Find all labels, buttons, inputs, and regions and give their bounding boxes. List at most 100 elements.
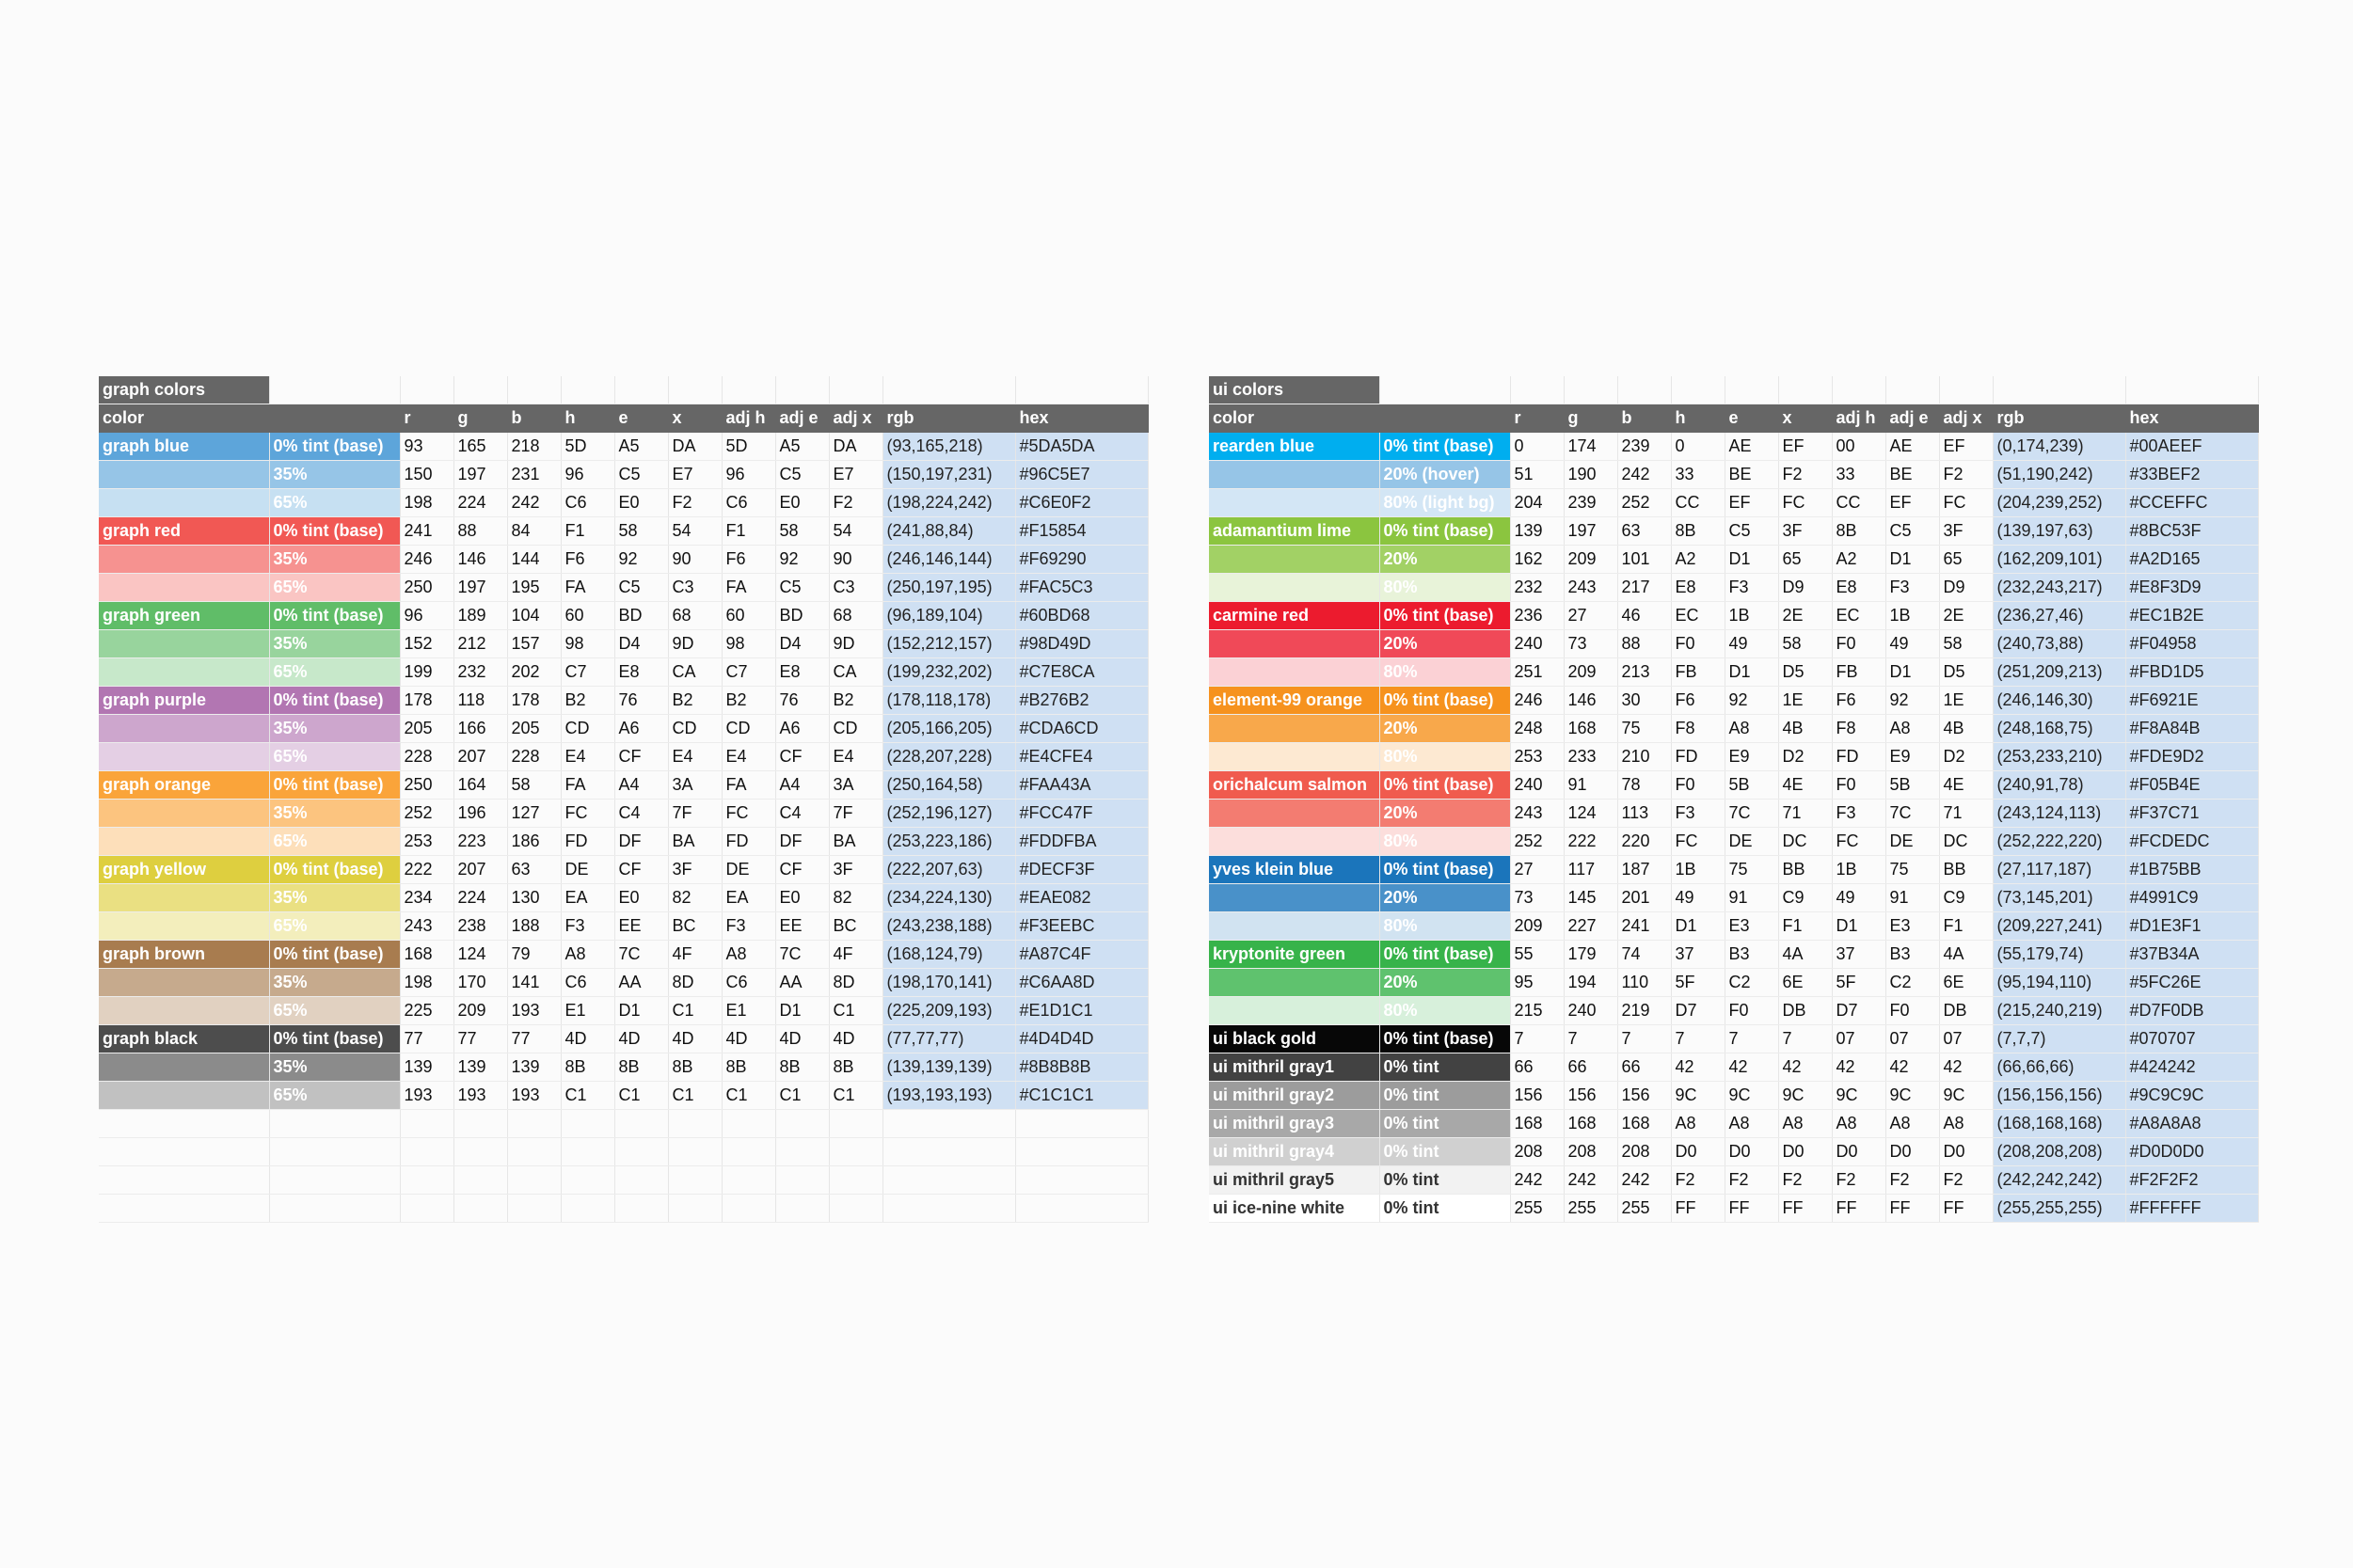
empty-cell — [1015, 1109, 1149, 1138]
column-header: adj h — [1832, 404, 1886, 433]
tint-label: 35% — [269, 1053, 401, 1082]
value-cell-adje: 7C — [1885, 799, 1940, 828]
empty-cell — [269, 1165, 401, 1195]
value-cell-adje: F3 — [1885, 573, 1940, 602]
value-cell-r: 150 — [400, 460, 454, 489]
hex-value: #D0D0D0 — [2125, 1137, 2259, 1166]
value-cell-r: 228 — [400, 742, 454, 771]
tint-label: 0% tint (base) — [269, 686, 401, 715]
hex-value: #E4CFE4 — [1015, 742, 1149, 771]
value-cell-b: 213 — [1617, 657, 1672, 687]
empty-cell — [1832, 376, 1886, 404]
rgb-value: (252,196,127) — [882, 799, 1016, 828]
empty-cell — [400, 1137, 454, 1166]
value-cell-adjh: 98 — [722, 629, 776, 658]
color-name: orichalcum salmon — [1209, 770, 1380, 800]
value-cell-b: 239 — [1617, 432, 1672, 461]
rgb-value: (209,227,241) — [1993, 911, 2126, 941]
rgb-value: (156,156,156) — [1993, 1081, 2126, 1110]
value-cell-x: BC — [668, 911, 723, 941]
empty-cell — [775, 1109, 830, 1138]
value-cell-r: 222 — [400, 855, 454, 884]
table-row: 80% 232 243 217 E8 F3 D9 E8 F3 D9 (232,243,217) #E8… — [1209, 573, 2259, 602]
value-cell-e: D0 — [1725, 1137, 1779, 1166]
value-cell-r: 156 — [1510, 1081, 1565, 1110]
value-cell-h: FC — [561, 799, 615, 828]
rgb-value: (241,88,84) — [882, 516, 1016, 546]
value-cell-h: 98 — [561, 629, 615, 658]
value-cell-x: C1 — [668, 996, 723, 1025]
value-cell-e: 58 — [614, 516, 669, 546]
empty-cell — [882, 1137, 1016, 1166]
value-cell-g: 77 — [453, 1024, 508, 1053]
value-cell-h: A8 — [561, 940, 615, 969]
empty-cell — [668, 1194, 723, 1223]
value-cell-g: 73 — [1564, 629, 1618, 658]
value-cell-adje: C4 — [775, 799, 830, 828]
value-cell-adjx: 90 — [829, 545, 883, 574]
value-cell-adje: A8 — [1885, 714, 1940, 743]
value-cell-h: F3 — [561, 911, 615, 941]
value-cell-g: 194 — [1564, 968, 1618, 997]
value-cell-h: FC — [1671, 827, 1725, 856]
color-name — [1209, 657, 1380, 687]
color-name — [99, 460, 270, 489]
color-name — [1209, 573, 1380, 602]
value-cell-x: B2 — [668, 686, 723, 715]
value-cell-x: 3F — [1778, 516, 1833, 546]
hex-value: #C1C1C1 — [1015, 1081, 1149, 1110]
value-cell-adjx: F1 — [1939, 911, 1994, 941]
value-cell-adjx: 3A — [829, 770, 883, 800]
value-cell-h: 9C — [1671, 1081, 1725, 1110]
value-cell-b: 104 — [507, 601, 562, 630]
value-cell-adjh: F0 — [1832, 629, 1886, 658]
hex-value: #F04958 — [2125, 629, 2259, 658]
value-cell-h: F0 — [1671, 770, 1725, 800]
value-cell-e: 49 — [1725, 629, 1779, 658]
hex-value: #CDA6CD — [1015, 714, 1149, 743]
tint-label: 65% — [269, 742, 401, 771]
tint-label: 0% tint (base) — [269, 601, 401, 630]
value-cell-x: CD — [668, 714, 723, 743]
rgb-value: (198,224,242) — [882, 488, 1016, 517]
table-row: 20% 243 124 113 F3 7C 71 F3 7C 71 (243,124,113) #F3… — [1209, 799, 2259, 828]
value-cell-adje: 42 — [1885, 1053, 1940, 1082]
value-cell-adjh: F3 — [1832, 799, 1886, 828]
value-cell-b: 255 — [1617, 1194, 1672, 1223]
value-cell-r: 251 — [1510, 657, 1565, 687]
value-cell-e: CF — [614, 855, 669, 884]
value-cell-g: 164 — [453, 770, 508, 800]
rgb-value: (152,212,157) — [882, 629, 1016, 658]
value-cell-x: D5 — [1778, 657, 1833, 687]
rgb-value: (255,255,255) — [1993, 1194, 2126, 1223]
value-cell-x: C1 — [668, 1081, 723, 1110]
value-cell-g: 66 — [1564, 1053, 1618, 1082]
table-row: 20% 162 209 101 A2 D1 65 A2 D1 65 (162,209,101) #A2… — [1209, 545, 2259, 574]
value-cell-g: 197 — [453, 460, 508, 489]
value-cell-b: 186 — [507, 827, 562, 856]
tint-label: 80% — [1379, 827, 1511, 856]
empty-cell — [614, 1137, 669, 1166]
value-cell-r: 27 — [1510, 855, 1565, 884]
value-cell-h: FD — [1671, 742, 1725, 771]
value-cell-e: 7C — [614, 940, 669, 969]
color-name: ui mithril gray4 — [1209, 1137, 1380, 1166]
tint-label: 20% — [1379, 799, 1511, 828]
value-cell-e: 5B — [1725, 770, 1779, 800]
rgb-value: (251,209,213) — [1993, 657, 2126, 687]
value-cell-x: 4E — [1778, 770, 1833, 800]
empty-cell — [775, 1137, 830, 1166]
empty-cell — [269, 1109, 401, 1138]
value-cell-e: A8 — [1725, 1109, 1779, 1138]
value-cell-h: F0 — [1671, 629, 1725, 658]
column-header: color — [99, 404, 270, 433]
table-row: 20% 248 168 75 F8 A8 4B F8 A8 4B (248,168,75) #F8A8… — [1209, 714, 2259, 743]
value-cell-r: 252 — [1510, 827, 1565, 856]
value-cell-b: 205 — [507, 714, 562, 743]
value-cell-r: 0 — [1510, 432, 1565, 461]
color-name — [1209, 488, 1380, 517]
empty-cell — [561, 376, 615, 404]
tint-label: 35% — [269, 883, 401, 912]
value-cell-h: F3 — [1671, 799, 1725, 828]
empty-cell — [722, 1194, 776, 1223]
